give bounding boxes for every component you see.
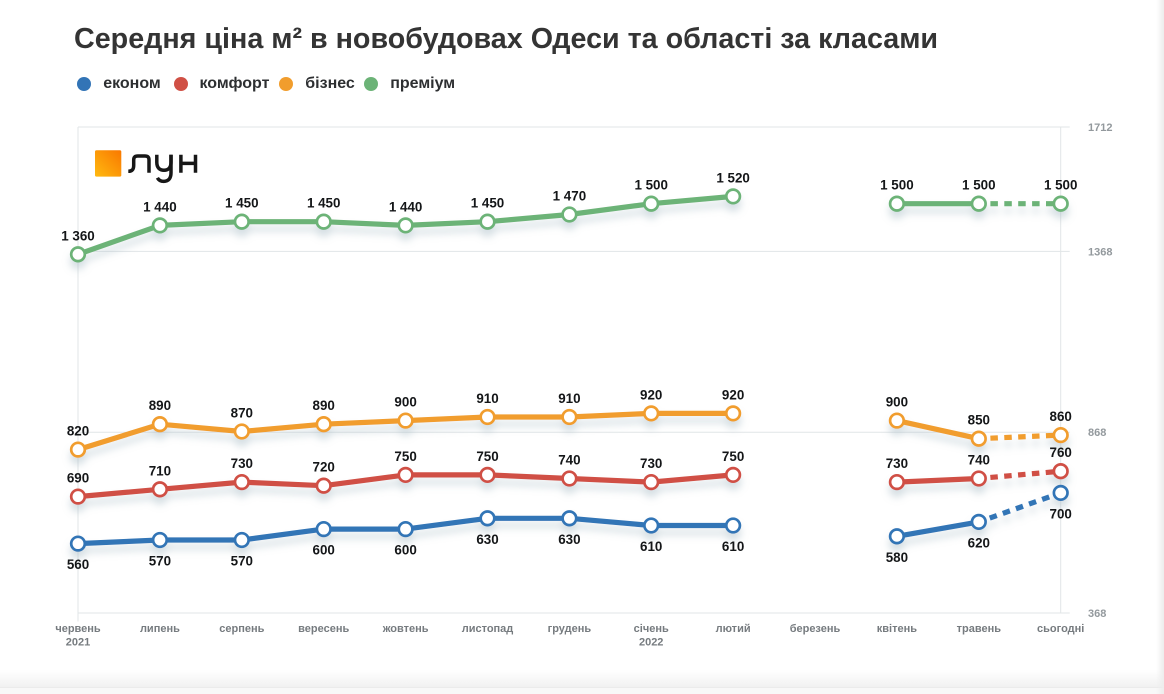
svg-text:910: 910 <box>558 391 580 406</box>
svg-text:860: 860 <box>1050 409 1072 424</box>
svg-text:900: 900 <box>886 395 908 410</box>
svg-text:600: 600 <box>394 543 416 558</box>
svg-text:690: 690 <box>67 471 89 486</box>
svg-text:1 450: 1 450 <box>225 196 259 211</box>
svg-text:1 470: 1 470 <box>553 189 587 204</box>
svg-text:1 500: 1 500 <box>880 178 914 193</box>
svg-text:листопад: листопад <box>462 623 514 635</box>
svg-text:580: 580 <box>886 550 908 565</box>
svg-text:1 450: 1 450 <box>307 196 341 211</box>
svg-text:870: 870 <box>231 406 253 421</box>
svg-text:травень: травень <box>957 623 1002 635</box>
svg-text:610: 610 <box>722 539 744 554</box>
svg-text:1 450: 1 450 <box>471 196 505 211</box>
svg-text:750: 750 <box>722 449 744 464</box>
svg-text:740: 740 <box>558 453 580 468</box>
svg-text:890: 890 <box>149 398 171 413</box>
svg-text:710: 710 <box>149 463 171 478</box>
svg-text:920: 920 <box>722 387 744 402</box>
svg-text:700: 700 <box>1050 506 1072 521</box>
svg-text:червень: червень <box>55 623 101 635</box>
svg-text:750: 750 <box>476 449 498 464</box>
svg-text:900: 900 <box>394 395 416 410</box>
svg-text:1 520: 1 520 <box>716 170 750 185</box>
svg-text:610: 610 <box>640 539 662 554</box>
svg-text:сьогодні: сьогодні <box>1037 623 1084 635</box>
svg-text:630: 630 <box>476 532 498 547</box>
svg-text:730: 730 <box>640 456 662 471</box>
svg-text:368: 368 <box>1088 608 1106 620</box>
svg-text:2021: 2021 <box>66 637 90 649</box>
svg-text:1 440: 1 440 <box>143 199 177 214</box>
svg-text:570: 570 <box>149 554 171 569</box>
svg-text:березень: березень <box>790 623 841 635</box>
svg-text:720: 720 <box>313 460 335 475</box>
svg-text:липень: липень <box>140 623 180 635</box>
svg-text:1 500: 1 500 <box>962 178 996 193</box>
svg-text:січень: січень <box>634 623 669 635</box>
svg-text:910: 910 <box>476 391 498 406</box>
svg-text:1 440: 1 440 <box>389 199 423 214</box>
svg-text:630: 630 <box>558 532 580 547</box>
svg-text:760: 760 <box>1050 445 1072 460</box>
svg-text:1712: 1712 <box>1088 122 1112 134</box>
svg-text:лютий: лютий <box>716 623 751 635</box>
svg-text:2022: 2022 <box>639 637 663 649</box>
svg-text:920: 920 <box>640 387 662 402</box>
svg-text:730: 730 <box>886 456 908 471</box>
svg-text:вересень: вересень <box>298 623 349 635</box>
svg-text:560: 560 <box>67 557 89 572</box>
svg-text:740: 740 <box>968 453 990 468</box>
svg-text:грудень: грудень <box>548 623 592 635</box>
svg-text:820: 820 <box>67 424 89 439</box>
svg-text:600: 600 <box>313 543 335 558</box>
svg-text:1 500: 1 500 <box>634 178 668 193</box>
svg-text:750: 750 <box>394 449 416 464</box>
svg-text:620: 620 <box>968 535 990 550</box>
svg-text:730: 730 <box>231 456 253 471</box>
svg-text:квітень: квітень <box>877 623 917 635</box>
svg-text:1 360: 1 360 <box>61 228 95 243</box>
svg-text:1 500: 1 500 <box>1044 178 1078 193</box>
svg-text:1368: 1368 <box>1088 246 1112 258</box>
svg-text:850: 850 <box>968 413 990 428</box>
svg-text:868: 868 <box>1088 427 1106 439</box>
svg-text:890: 890 <box>313 398 335 413</box>
svg-text:жовтень: жовтень <box>382 623 429 635</box>
svg-text:серпень: серпень <box>219 623 264 635</box>
svg-text:570: 570 <box>231 554 253 569</box>
